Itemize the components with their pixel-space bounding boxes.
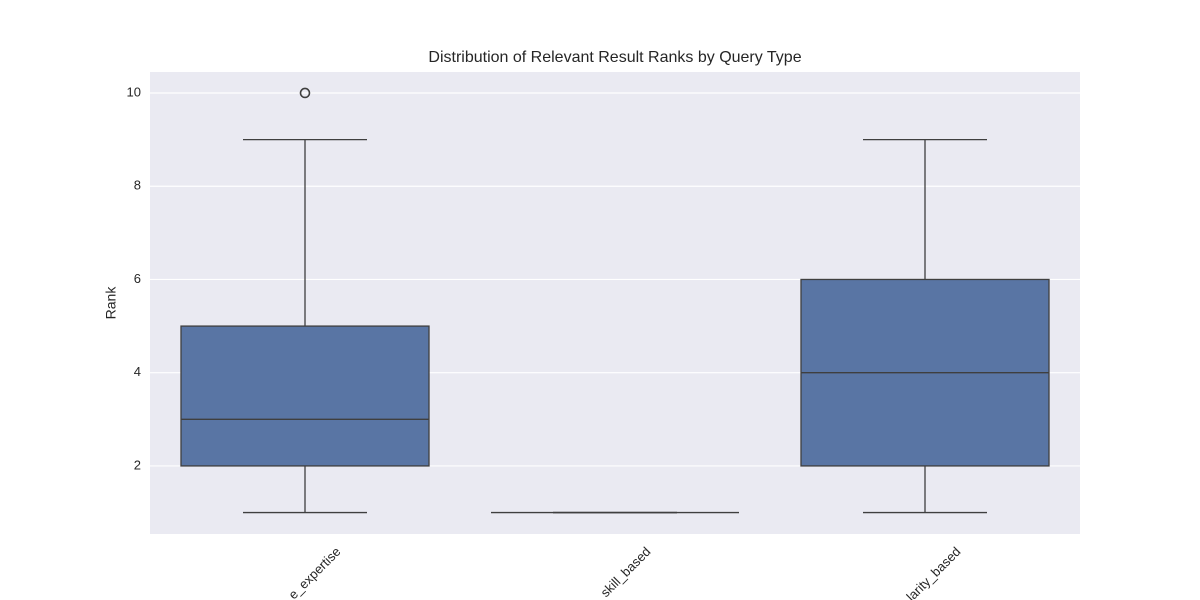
y-tick-label: 2	[134, 457, 141, 472]
y-tick-label: 6	[134, 271, 141, 286]
x-tick-label: skill_based	[597, 544, 653, 600]
y-tick-label: 4	[134, 364, 141, 379]
outlier	[299, 87, 311, 99]
y-tick-label: 8	[134, 178, 141, 193]
x-tick-label: e_expertise	[285, 544, 343, 600]
y-axis-label: Rank	[103, 286, 119, 320]
box	[180, 325, 430, 467]
x-tick-label: larity_based	[903, 544, 963, 600]
y-tick-label: 10	[127, 84, 141, 99]
chart-title: Distribution of Relevant Result Ranks by…	[428, 49, 801, 66]
